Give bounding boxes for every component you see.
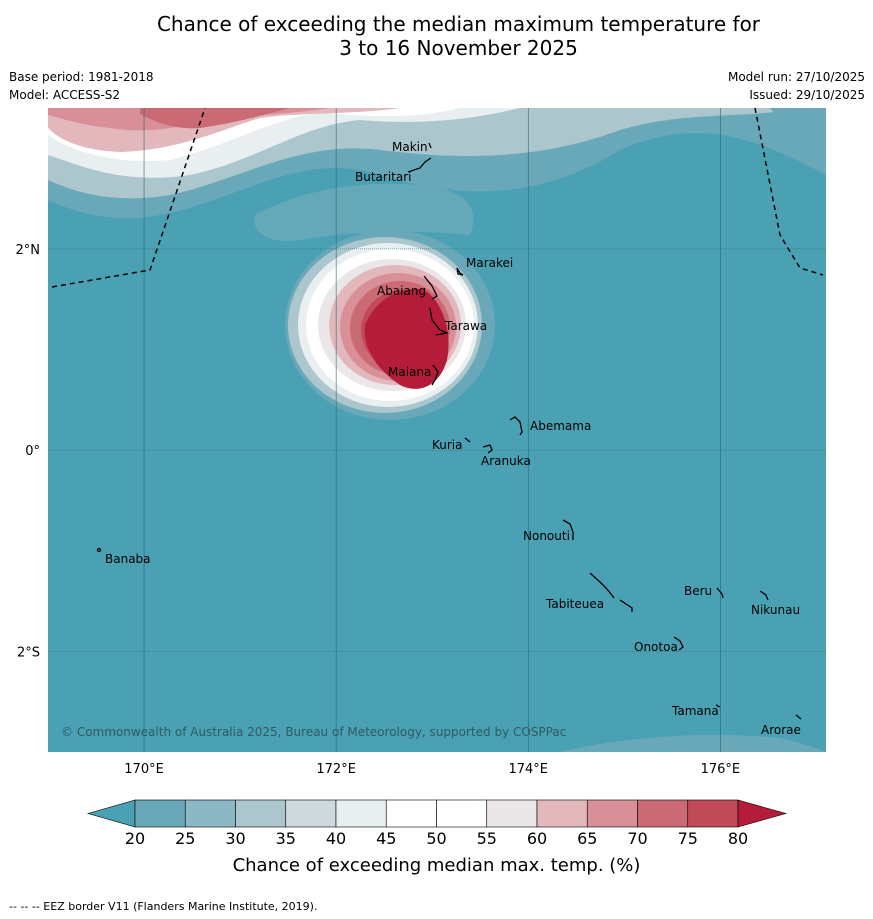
hotspot-80 [364,289,449,389]
place-label-beru: Beru [684,584,712,598]
island-makin [428,142,432,149]
place-label-tarawa: Tarawa [444,319,487,333]
colorbar-tick-45: 45 [376,829,397,848]
island-kuria [464,437,471,443]
place-label-abaiang: Abaiang [377,284,426,298]
colorbar-segment-5 [385,799,437,828]
eez-borders [51,107,824,288]
model-name: Model: ACCESS-S2 [9,88,121,102]
island-outlines [96,142,802,720]
island-abaiang [423,275,438,300]
x-tick-label-2: 174°E [508,762,548,777]
eez-border-west [51,107,206,288]
place-label-tamana: Tamana [671,704,719,718]
x-tick-label-3: 176°E [701,762,741,777]
east-band [770,108,826,175]
colorbar-tick-35: 35 [275,829,296,848]
island-maiana [431,364,439,386]
south-band [560,734,826,752]
island-aranuka [482,444,493,454]
colorbar-segment-9 [586,799,638,828]
place-label-tabiteuea: Tabiteuea [545,597,604,611]
colorbar-label: Chance of exceeding median max. temp. (%… [232,855,641,876]
base-period: Base period: 1981-2018 [9,70,154,84]
colorbar-segment-8 [536,799,588,828]
place-label-onotoa: Onotoa [634,640,678,654]
colorbar-tick-60: 60 [526,829,548,848]
issued-date: Issued: 29/10/2025 [749,88,865,102]
colorbar-segment-11 [687,799,739,828]
colorbar-tick-40: 40 [325,829,347,848]
island-marakei [456,267,464,276]
colorbar-segment-2 [235,799,287,828]
island-tarawa [429,307,450,336]
island-tabiteuea-south [619,599,633,612]
place-label-makin: Makin [392,140,428,154]
place-label-maiana: Maiana [388,365,431,379]
y-tick-label-1: 0° [25,444,40,459]
colorbar-tick-80: 80 [727,829,749,848]
colorbar-tick-75: 75 [677,829,698,848]
island-butaritari [407,157,432,173]
colorbar-tick-70: 70 [627,829,648,848]
title-line-1: Chance of exceeding the median maximum t… [156,12,761,36]
place-label-kuria: Kuria [432,438,463,452]
colorbar-over-arrow [737,799,788,828]
island-tabiteuea-north [589,572,615,599]
colorbar-tick-20: 20 [124,829,146,848]
colorbar [86,799,788,828]
colorbar-under-arrow [86,799,136,828]
place-label-butaritari: Butaritari [355,170,412,184]
island-onotoa [673,636,684,651]
place-label-arorae: Arorae [761,723,801,737]
place-label-abemama: Abemama [530,419,591,433]
island-abemama [509,416,523,436]
colorbar-segment-4 [335,799,387,828]
probability-field [48,108,826,752]
y-tick-label-0: 2°N [16,243,41,258]
colorbar-segment-7 [486,799,538,828]
colorbar-tick-55: 55 [476,829,497,848]
x-tick-label-1: 172°E [316,762,356,777]
north-band-70 [140,108,290,129]
island-nikunau [759,590,769,601]
colorbar-tick-65: 65 [577,829,598,848]
branch-lobe [254,183,474,242]
island-arorae [795,714,802,720]
x-tick-label-0: 170°E [124,762,164,777]
colorbar-segment-0 [134,799,186,828]
copyright-notice: © Commonwealth of Australia 2025, Bureau… [61,725,566,739]
colorbar-segment-10 [637,799,689,828]
colorbar-segment-6 [436,799,488,828]
y-tick-label-2: 2°S [17,645,40,660]
place-label-nonouti: Nonouti [523,529,570,543]
colorbar-tick-25: 25 [175,829,196,848]
colorbar-segment-3 [285,799,337,828]
place-labels: Makin Butaritari Marakei Abaiang Tarawa … [105,140,801,737]
place-label-marakei: Marakei [466,256,513,270]
colorbar-tick-50: 50 [426,829,447,848]
island-banaba [96,547,102,553]
island-nonouti [562,519,574,540]
island-tamana [715,704,721,708]
axis-ticks: 170°E 172°E 174°E 176°E 2°N 0° 2°S [16,243,741,777]
gridlines [48,108,826,752]
eez-footnote: -- -- -- EEZ border V11 (Flanders Marine… [9,900,318,913]
place-label-nikunau: Nikunau [751,603,800,617]
island-beru [716,587,724,599]
colorbar-segment-1 [184,799,236,828]
colorbar-tick-30: 30 [225,829,246,848]
place-label-aranuka: Aranuka [481,454,531,468]
place-label-banaba: Banaba [105,552,151,566]
eez-border-east [754,107,824,276]
title-line-2: 3 to 16 November 2025 [339,36,578,60]
model-run: Model run: 27/10/2025 [727,70,865,84]
chart-title: Chance of exceeding the median maximum t… [0,12,873,60]
